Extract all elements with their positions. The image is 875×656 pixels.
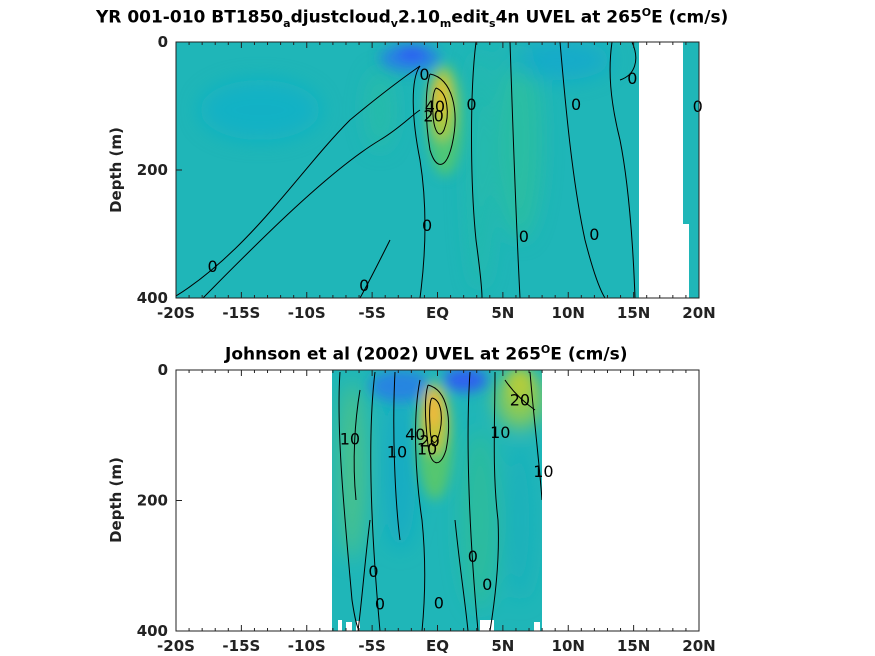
panel-2-y-tick-label: 400 [137, 622, 168, 640]
panel-2-mask-notches [338, 620, 540, 631]
panel-2-x-tick-label: 20N [682, 637, 715, 655]
panel-1-contour-label: 0 [419, 65, 429, 84]
panel-1-contour-label: 0 [693, 97, 703, 116]
panel-1-contour-label: 0 [466, 95, 476, 114]
panel-2-title: Johnson et al (2002) UVEL at 265OE (cm/s… [225, 343, 628, 365]
panel-1-x-ticks: -20S -15S -10S -5S EQ 5N 10N 15N 20N [157, 42, 716, 322]
panel-1-y-tick-label: 400 [137, 289, 168, 307]
panel-1-x-tick-label: 5N [491, 304, 514, 322]
panel-2-contour-label: 10 [417, 439, 437, 458]
panel-1-ylabel: Depth (m) [107, 127, 125, 213]
panel-1-y-tick-label: 200 [137, 161, 168, 179]
panel-2-contour-label: 20 [510, 390, 530, 409]
panel-2-contour-label: 0 [375, 595, 385, 614]
panel-2-contour-label: 10 [387, 443, 407, 462]
panel-1-contour-label: 0 [422, 216, 432, 235]
panel-1-field [176, 42, 699, 298]
panel-1-y-tick-label: 0 [158, 33, 168, 51]
panel-2-contour-label: 10 [533, 462, 553, 481]
panel-1-x-tick-label: -20S [157, 304, 195, 322]
panel-1-x-tick-label: 20N [682, 304, 715, 322]
panel-2-contour-label: 0 [468, 547, 478, 566]
panel-1-x-tick-label: -5S [358, 304, 385, 322]
panel-2-x-tick-label: -10S [288, 637, 326, 655]
panel-1-title: YR 001-010 BT1850adjustcloudv2.10medits4… [96, 6, 729, 31]
panel-1-contour-label: 0 [589, 225, 599, 244]
panel-2-contour-label: 0 [434, 593, 444, 612]
panel-2-contour-label: 40 [405, 425, 425, 444]
panel-1-contour-label: 20 [423, 107, 443, 126]
panel-2-x-tick-label: -20S [157, 637, 195, 655]
panel-2-y-ticks: 0 200 400 [137, 361, 182, 640]
panel-2-y-tick-label: 200 [137, 492, 168, 510]
panel-2-ylabel: Depth (m) [107, 457, 125, 543]
panel-1-x-tick-label: 10N [552, 304, 585, 322]
panel-1-contour-label: 0 [519, 227, 529, 246]
panel-1-contour-label: 0 [359, 276, 369, 295]
panel-1-contour-label: 0 [208, 257, 218, 276]
panel-2-contour-label: 0 [482, 575, 492, 594]
panel-2-x-tick-label: 15N [617, 637, 650, 655]
panel-2-field [332, 370, 542, 631]
panel-2-x-tick-label: EQ [426, 637, 449, 655]
panel-2-x-tick-label: 10N [552, 637, 585, 655]
panel-1-contours [176, 42, 637, 298]
panel-2-contours [338, 371, 542, 631]
panel-1-contour-label: 0 [571, 95, 581, 114]
panel-2-y-tick-label: 0 [158, 361, 168, 379]
panel-2-x-tick-label: -5S [358, 637, 385, 655]
panel-1-x-tick-label: EQ [426, 304, 449, 322]
panel-2-contour-label: 10 [490, 423, 510, 442]
panel-1-contour-label: 0 [627, 69, 637, 88]
panel-2-contour-label: 10 [340, 430, 360, 449]
panel-2-contour-label: 0 [368, 562, 378, 581]
panel-1-contour-label: 40 [425, 97, 445, 116]
panel-2-contour-label: 20 [419, 431, 439, 450]
panel-2-x-tick-label: -15S [222, 637, 260, 655]
panel-1-x-tick-label: -10S [288, 304, 326, 322]
panel-1-y-ticks: 0 200 400 [137, 33, 182, 307]
panel-1-x-tick-label: -15S [222, 304, 260, 322]
panel-1-x-tick-label: 15N [617, 304, 650, 322]
panel-2-x-tick-label: 5N [491, 637, 514, 655]
panel-2-x-ticks: -20S -15S -10S -5S EQ 5N 10N 15N 20N [157, 370, 716, 655]
